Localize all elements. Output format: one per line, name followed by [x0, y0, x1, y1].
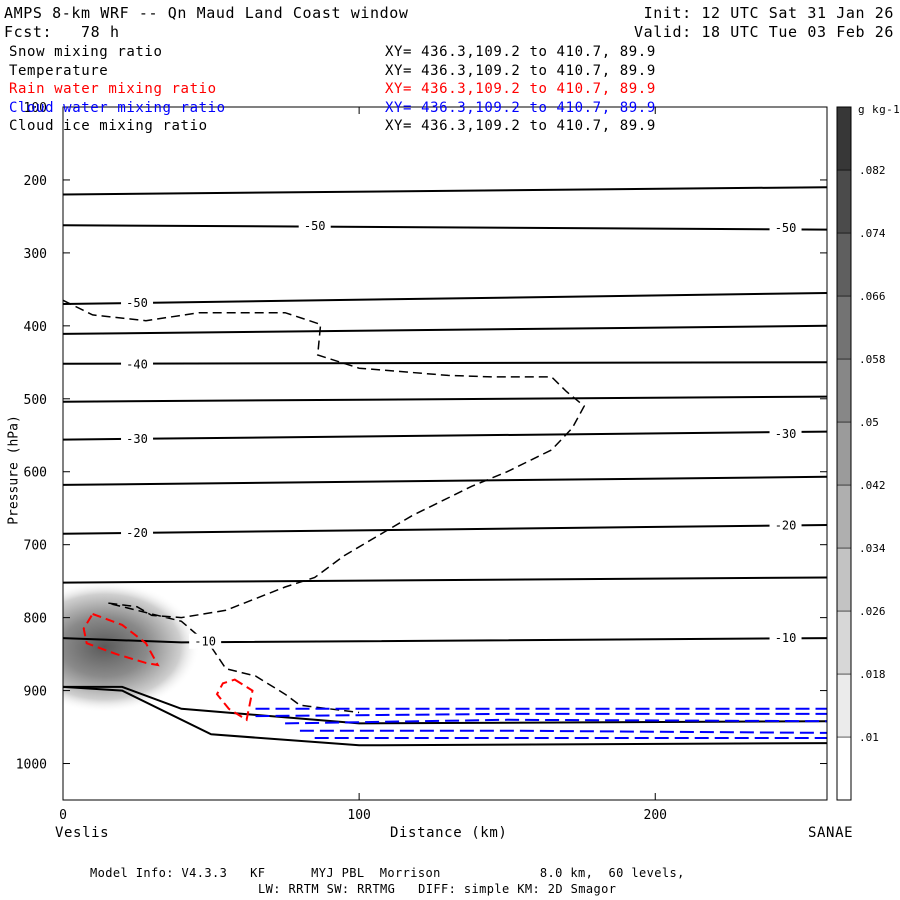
- contour-label: -50: [775, 221, 797, 235]
- contour-label-bg: [121, 525, 154, 541]
- field-xy-range: XY= 436.3,109.2 to 410.7, 89.9: [385, 81, 656, 97]
- x-tick-label: 100: [347, 808, 370, 823]
- contour-label: -10: [194, 635, 216, 649]
- colorbar-swatch: [836, 610, 852, 675]
- y-tick-label: 200: [24, 174, 47, 189]
- colorbar-swatch: [836, 547, 852, 612]
- colorbar-units: g kg-1: [858, 103, 900, 116]
- colorbar-tick-label: .018: [859, 668, 886, 681]
- y-tick-label: 400: [24, 320, 47, 335]
- snow-shade-blob: [63, 581, 200, 713]
- y-tick-label: 1000: [16, 758, 47, 773]
- temperature-contour: [63, 685, 827, 747]
- colorbar-tick-label: .05: [859, 416, 879, 429]
- y-tick-label: 300: [24, 247, 47, 262]
- valid-time: Valid: 18 UTC Tue 03 Feb 26: [633, 23, 894, 41]
- contour-label: -40: [126, 358, 148, 372]
- colorbar-swatch: [836, 232, 852, 297]
- colorbar-tick-label: .034: [859, 542, 886, 555]
- colorbar-swatch: [836, 169, 852, 234]
- temperature-contour: [63, 576, 827, 584]
- contour-label-bg: [121, 295, 154, 311]
- left-endpoint-label: Veslis: [55, 825, 110, 841]
- temperature-contour: [63, 475, 827, 486]
- field-xy-range: XY= 436.3,109.2 to 410.7, 89.9: [385, 62, 656, 79]
- colorbar-tick-label: .066: [859, 290, 886, 303]
- model-info-line1: Model Info: V4.3.3 KF MYJ PBL Morrison 8…: [90, 866, 685, 880]
- contour-label: -50: [126, 296, 148, 310]
- rain-water-contour: [215, 678, 254, 722]
- y-tick-label: 100: [24, 101, 47, 116]
- y-tick-label: 700: [24, 539, 47, 554]
- colorbar-tick-label: .074: [859, 227, 886, 240]
- colorbar-tick-label: .026: [859, 605, 886, 618]
- temperature-contour: [63, 292, 827, 305]
- contour-label-bg: [189, 633, 222, 649]
- contour-label-bg: [298, 217, 331, 233]
- contour-label-bg: [121, 430, 154, 446]
- init-time: Init: 12 UTC Sat 31 Jan 26: [643, 4, 894, 22]
- colorbar-swatch: [836, 673, 852, 738]
- colorbar-tick-label: .042: [859, 479, 886, 492]
- colorbar-swatch: [836, 295, 852, 360]
- colorbar-tick-label: .058: [859, 353, 886, 366]
- field-name: Cloud ice mixing ratio: [9, 118, 208, 134]
- temperature-contour: [63, 685, 827, 725]
- field-name: Temperature: [9, 62, 109, 79]
- contour-label: -30: [775, 427, 797, 441]
- colorbar-frame: [836, 106, 852, 801]
- temperature-contour: [63, 637, 827, 644]
- y-tick-label: 600: [24, 466, 47, 481]
- temperature-contour: [63, 324, 827, 335]
- rain-water-contour: [82, 612, 160, 667]
- model-title: AMPS 8-km WRF -- Qn Maud Land Coast wind…: [4, 4, 409, 22]
- model-info-line2: LW: RRTM SW: RRTMG DIFF: simple KM: 2D S…: [258, 882, 617, 896]
- temperature-contour: [63, 224, 827, 231]
- field-xy-range: XY= 436.3,109.2 to 410.7, 89.9: [385, 99, 656, 116]
- field-xy-range: XY= 436.3,109.2 to 410.7, 89.9: [385, 44, 656, 60]
- plot-frame: [62, 106, 828, 801]
- temperature-contour: [63, 524, 827, 535]
- x-tick-label: 0: [59, 808, 67, 823]
- cloud-water-contour: [285, 718, 827, 725]
- temperature-contour: [63, 186, 827, 196]
- x-tick-label: 200: [644, 808, 667, 823]
- contour-label: -50: [304, 219, 326, 233]
- contour-label-bg: [769, 517, 802, 533]
- colorbar-swatch: [836, 106, 852, 171]
- colorbar-swatch: [836, 358, 852, 423]
- y-tick-label: 800: [24, 612, 47, 627]
- cloud-water-contour: [255, 712, 827, 718]
- contour-label-bg: [769, 220, 802, 236]
- colorbar-swatch: [836, 484, 852, 549]
- x-axis-label: Distance (km): [390, 825, 508, 841]
- contour-label: -10: [775, 631, 797, 645]
- y-tick-label: 900: [24, 685, 47, 700]
- colorbar-swatch: [836, 421, 852, 486]
- field-name: Rain water mixing ratio: [9, 81, 217, 97]
- forecast-hour: Fcst: 78 h: [4, 23, 120, 41]
- contour-label: -30: [126, 432, 148, 446]
- temperature-contour: [63, 430, 827, 441]
- cloud-water-contour: [299, 729, 827, 734]
- right-endpoint-label: SANAE: [808, 825, 854, 841]
- temperature-contour: [63, 395, 827, 403]
- field-name: Snow mixing ratio: [9, 44, 163, 60]
- contour-label-bg: [769, 425, 802, 441]
- y-axis-label: Pressure (hPa): [6, 415, 22, 525]
- y-tick-label: 500: [24, 393, 47, 408]
- contour-label: -20: [126, 526, 148, 540]
- contour-label-bg: [769, 630, 802, 646]
- colorbar-tick-label: .082: [859, 164, 886, 177]
- field-name: Cloud water mixing ratio: [9, 99, 226, 116]
- colorbar-swatch: [836, 736, 852, 801]
- temperature-contour: [63, 361, 827, 365]
- colorbar-tick-label: .01: [859, 731, 879, 744]
- contour-label: -20: [775, 519, 797, 533]
- snow-shading: [63, 581, 200, 713]
- contour-label-bg: [121, 356, 154, 372]
- field-xy-range: XY= 436.3,109.2 to 410.7, 89.9: [385, 118, 656, 134]
